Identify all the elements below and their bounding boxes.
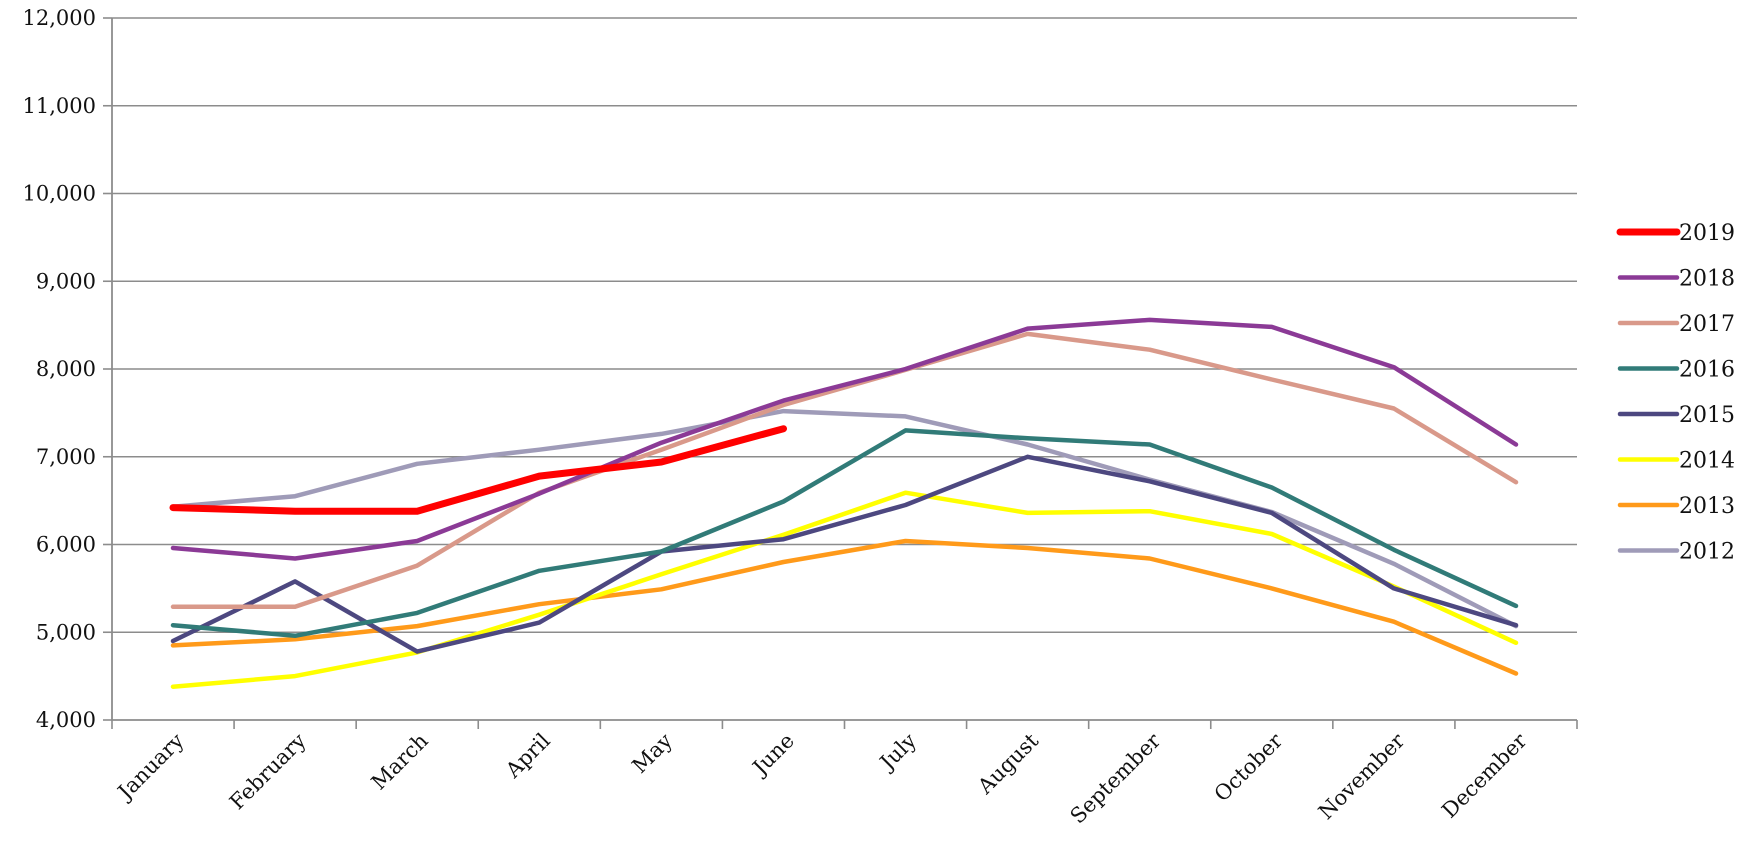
y-tick-label: 8,000 [36, 357, 96, 381]
x-tick-label: August [973, 728, 1044, 799]
x-tick-label: February [225, 728, 311, 814]
series-line-2019 [169, 425, 787, 515]
x-tick-label: May [627, 728, 677, 778]
y-tick-label: 6,000 [36, 533, 96, 557]
y-tick-label: 4,000 [36, 708, 96, 732]
series-line-2015 [170, 454, 1519, 654]
series-line-2016 [170, 428, 1519, 639]
x-tick-label: January [112, 728, 189, 805]
legend-label-2016: 2016 [1679, 358, 1735, 383]
series-line-2014 [170, 490, 1519, 689]
y-tick-label: 9,000 [36, 269, 96, 293]
legend-label-2018: 2018 [1679, 267, 1735, 292]
legend-label-2013: 2013 [1679, 494, 1735, 519]
legend-label-2017: 2017 [1679, 312, 1735, 337]
x-tick-label: November [1314, 728, 1410, 824]
x-tick-label: December [1437, 728, 1532, 823]
legend-label-2019: 2019 [1679, 221, 1735, 246]
y-tick-label: 7,000 [36, 445, 96, 469]
series-line-2012 [170, 408, 1519, 629]
x-tick-label: April [500, 728, 555, 783]
y-axis-ticks: 4,000 5,000 6,000 7,000 8,000 9,000 10,000 11,0… [23, 6, 112, 732]
x-tick-label: September [1066, 728, 1166, 828]
y-tick-label: 10,000 [23, 182, 96, 206]
y-tick-label: 5,000 [36, 620, 96, 644]
series-line-2017 [170, 331, 1519, 610]
legend-label-2015: 2015 [1679, 403, 1735, 428]
x-tick-label: October [1210, 728, 1288, 806]
x-tick-label: July [874, 728, 921, 775]
series-line-2013 [170, 538, 1519, 676]
series-lines [169, 317, 1519, 689]
series-line-2018 [170, 317, 1519, 561]
legend-label-2014: 2014 [1679, 449, 1735, 474]
y-tick-label: 11,000 [23, 94, 96, 118]
y-tick-label: 12,000 [23, 6, 96, 30]
legend-label-2012: 2012 [1679, 540, 1735, 565]
x-axis-ticks: January February March April May June July Augu… [111, 720, 1578, 828]
legend: 2019 2018 2017 2016 2015 2014 2013 2012 [1616, 221, 1735, 565]
gridlines [112, 17, 1577, 634]
x-tick-label: March [367, 729, 433, 795]
x-tick-label: June [747, 729, 799, 781]
